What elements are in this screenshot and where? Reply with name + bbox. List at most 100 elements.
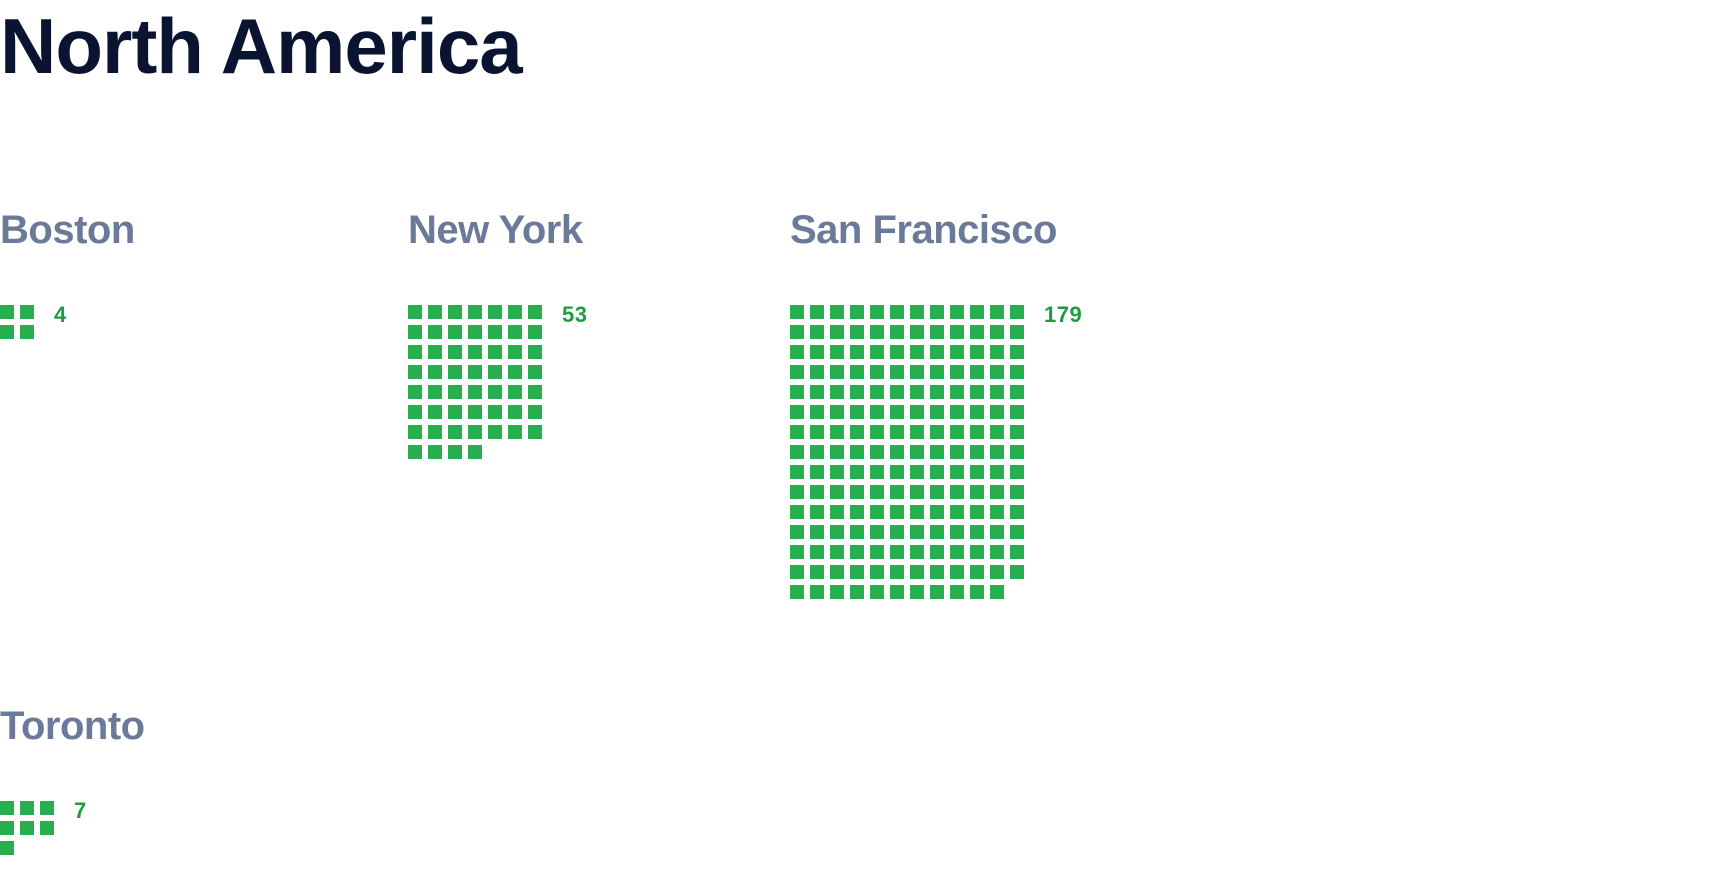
dot	[790, 405, 804, 419]
dot	[830, 485, 844, 499]
dot	[810, 585, 824, 599]
cities-row: Boston 4 New York53 San Francisco179	[0, 208, 1728, 634]
dot	[508, 385, 522, 399]
dot	[870, 545, 884, 559]
dot	[910, 365, 924, 379]
dot	[528, 405, 542, 419]
dot	[930, 425, 944, 439]
dot	[448, 425, 462, 439]
dot	[970, 505, 984, 519]
dot	[1010, 505, 1024, 519]
dot	[930, 585, 944, 599]
city-name: Boston	[0, 208, 135, 253]
dot	[890, 585, 904, 599]
dot	[890, 385, 904, 399]
dot	[810, 465, 824, 479]
dot	[890, 465, 904, 479]
dot	[830, 305, 844, 319]
city-block-toronto: Toronto7	[0, 704, 145, 855]
dot	[790, 445, 804, 459]
dot	[20, 801, 34, 815]
dot	[830, 525, 844, 539]
city-block-san-francisco: San Francisco179	[790, 208, 1082, 599]
dot	[950, 445, 964, 459]
dot	[990, 445, 1004, 459]
dot	[1010, 365, 1024, 379]
dot	[850, 305, 864, 319]
dot	[870, 305, 884, 319]
dot	[830, 425, 844, 439]
dot	[970, 585, 984, 599]
dot	[890, 565, 904, 579]
dot	[1010, 465, 1024, 479]
dot	[910, 345, 924, 359]
dot	[0, 841, 14, 855]
dot	[910, 525, 924, 539]
dot	[508, 305, 522, 319]
dot	[0, 305, 14, 319]
dot	[950, 345, 964, 359]
dot	[790, 385, 804, 399]
dot	[870, 565, 884, 579]
dot	[448, 305, 462, 319]
dot	[930, 545, 944, 559]
dot	[1010, 485, 1024, 499]
dot	[790, 545, 804, 559]
dot	[830, 385, 844, 399]
dot	[990, 565, 1004, 579]
dot	[448, 365, 462, 379]
dot	[1010, 345, 1024, 359]
dot	[970, 445, 984, 459]
city-count: 53	[562, 302, 587, 328]
dot	[428, 385, 442, 399]
dot	[870, 445, 884, 459]
dot	[468, 425, 482, 439]
dot	[850, 585, 864, 599]
dot	[910, 325, 924, 339]
dot	[830, 405, 844, 419]
dot	[528, 425, 542, 439]
dot	[930, 345, 944, 359]
dot	[970, 425, 984, 439]
dot	[970, 485, 984, 499]
dot	[1010, 525, 1024, 539]
dot	[890, 425, 904, 439]
dot	[428, 365, 442, 379]
dot	[890, 485, 904, 499]
dot	[528, 325, 542, 339]
dot	[970, 405, 984, 419]
dot	[870, 505, 884, 519]
dot	[488, 305, 502, 319]
dot	[408, 325, 422, 339]
dot	[468, 305, 482, 319]
dot	[40, 801, 54, 815]
city-viz: 7	[0, 801, 145, 855]
city-name: San Francisco	[790, 208, 1082, 253]
cities-container: Boston 4 New York53 San Francisco179 Toronto…	[0, 208, 1728, 890]
dot	[870, 365, 884, 379]
dot	[20, 305, 34, 319]
dot	[910, 565, 924, 579]
dot	[428, 325, 442, 339]
dot	[850, 425, 864, 439]
dot	[990, 345, 1004, 359]
dot	[870, 485, 884, 499]
dot	[850, 545, 864, 559]
dot	[790, 485, 804, 499]
dot	[870, 405, 884, 419]
dot	[810, 425, 824, 439]
dot	[930, 465, 944, 479]
dot	[850, 565, 864, 579]
dot	[970, 465, 984, 479]
dot	[810, 485, 824, 499]
city-count: 4	[54, 302, 67, 328]
dot	[468, 405, 482, 419]
dot	[408, 365, 422, 379]
dot	[790, 585, 804, 599]
dot	[870, 585, 884, 599]
dot	[890, 545, 904, 559]
dot	[850, 365, 864, 379]
dot	[830, 545, 844, 559]
city-block-new-york: New York53	[408, 208, 587, 459]
dot	[890, 405, 904, 419]
